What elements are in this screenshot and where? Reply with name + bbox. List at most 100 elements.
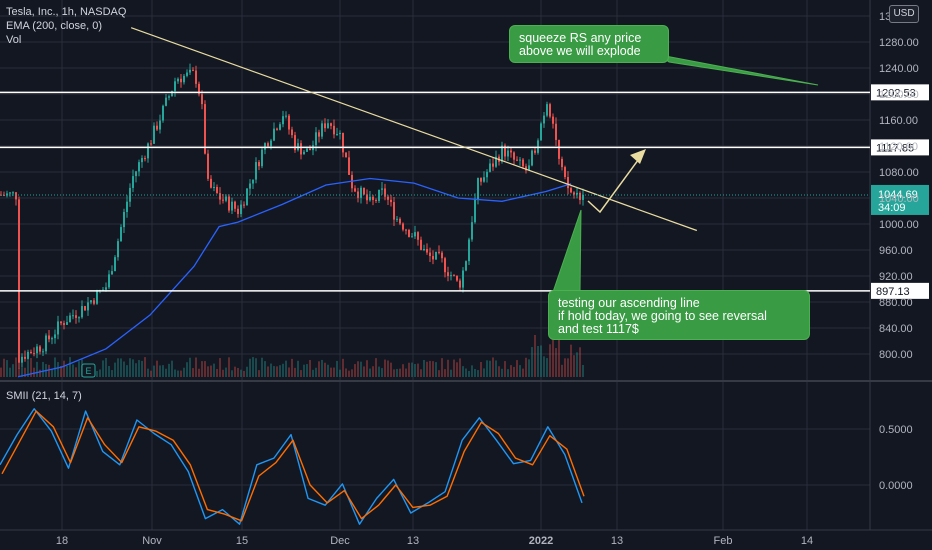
volume-bar bbox=[204, 361, 206, 377]
volume-bar bbox=[339, 369, 341, 377]
volume-bar bbox=[414, 363, 416, 377]
volume-bar bbox=[576, 352, 578, 377]
volume-bar bbox=[225, 367, 227, 377]
volume-bar bbox=[444, 369, 446, 377]
volume-bar bbox=[564, 358, 566, 377]
candle-body bbox=[489, 163, 491, 172]
volume-bar bbox=[573, 355, 575, 377]
level-label: 897.13 bbox=[876, 286, 910, 298]
volume-bar bbox=[273, 366, 275, 377]
candle-body bbox=[243, 204, 245, 206]
volume-bar bbox=[198, 368, 200, 377]
candle-body bbox=[141, 158, 143, 163]
volume-bar bbox=[408, 362, 410, 377]
volume-bar bbox=[510, 365, 512, 377]
volume-bar bbox=[489, 360, 491, 377]
ema-legend[interactable]: EMA (200, close, 0) bbox=[6, 20, 102, 32]
candle-body bbox=[225, 196, 227, 201]
candle-body bbox=[12, 192, 14, 194]
volume-bar bbox=[12, 364, 14, 377]
volume-bar bbox=[513, 366, 515, 377]
currency-button[interactable]: USD bbox=[889, 5, 919, 23]
volume-bar bbox=[477, 370, 479, 377]
volume-bar bbox=[165, 368, 167, 377]
callout-ascending-line[interactable]: testing our ascending line if hold today… bbox=[548, 290, 810, 340]
candle-body bbox=[447, 272, 449, 277]
candle-body bbox=[399, 218, 401, 224]
candle-body bbox=[381, 188, 383, 190]
volume-bar bbox=[375, 358, 377, 377]
callout-tail-top bbox=[659, 54, 819, 86]
ema-line bbox=[17, 177, 572, 378]
volume-bar bbox=[357, 361, 359, 377]
candle-body bbox=[345, 152, 347, 158]
volume-bar bbox=[234, 366, 236, 377]
price-tick-label: 960.00 bbox=[879, 245, 913, 257]
volume-bar bbox=[318, 361, 320, 377]
candle-body bbox=[51, 338, 53, 340]
volume-legend[interactable]: Vol bbox=[6, 34, 22, 46]
smi-tick-label: 0.0000 bbox=[879, 480, 913, 492]
volume-bar bbox=[216, 369, 218, 377]
volume-bar bbox=[33, 367, 35, 377]
candle-body bbox=[261, 149, 263, 167]
candle-body bbox=[426, 249, 428, 253]
volume-bar bbox=[348, 370, 350, 377]
candle-body bbox=[441, 252, 443, 259]
volume-bar bbox=[168, 363, 170, 377]
volume-bar bbox=[462, 366, 464, 377]
volume-bar bbox=[267, 366, 269, 377]
candle-body bbox=[192, 69, 194, 71]
volume-bar bbox=[21, 367, 23, 377]
volume-bar bbox=[123, 361, 125, 377]
earnings-marker bbox=[81, 363, 96, 378]
volume-bar bbox=[459, 358, 461, 377]
candle-body bbox=[366, 194, 368, 201]
candle-body bbox=[60, 321, 62, 324]
price-tick-label: 1040.00 bbox=[879, 193, 919, 205]
candle-body bbox=[582, 194, 584, 200]
candle-body bbox=[423, 249, 425, 251]
volume-bar bbox=[213, 363, 215, 377]
volume-bar bbox=[48, 364, 50, 377]
price-tick-label: 1280.00 bbox=[879, 37, 919, 49]
candle-body bbox=[153, 125, 155, 144]
volume-bar bbox=[327, 364, 329, 377]
up-arrow-path bbox=[587, 151, 645, 214]
volume-bar bbox=[54, 357, 56, 377]
volume-bar bbox=[345, 368, 347, 377]
volume-bar bbox=[534, 335, 536, 377]
volume-bar bbox=[495, 360, 497, 377]
volume-bar bbox=[426, 361, 428, 377]
volume-bar bbox=[27, 360, 29, 377]
volume-bar bbox=[393, 369, 395, 377]
smi-legend[interactable]: SMII (21, 14, 7) bbox=[6, 390, 82, 402]
candle-body bbox=[285, 115, 287, 117]
candle-body bbox=[234, 201, 236, 209]
volume-bar bbox=[69, 357, 71, 377]
candle-body bbox=[252, 179, 254, 184]
volume-bar bbox=[180, 370, 182, 377]
candle-body bbox=[63, 323, 65, 325]
volume-bar bbox=[522, 368, 524, 377]
volume-bar bbox=[543, 356, 545, 377]
candle-body bbox=[555, 123, 557, 140]
candle-body bbox=[270, 140, 272, 147]
volume-bar bbox=[390, 362, 392, 377]
candle-body bbox=[564, 167, 566, 177]
time-tick-label: Dec bbox=[330, 535, 350, 547]
volume-bar bbox=[162, 365, 164, 377]
volume-bar bbox=[399, 368, 401, 377]
volume-bar bbox=[498, 366, 500, 377]
symbol-legend[interactable]: Tesla, Inc., 1h, NASDAQ bbox=[6, 6, 127, 18]
volume-bar bbox=[528, 359, 530, 377]
candle-body bbox=[573, 192, 575, 195]
candle-body bbox=[84, 306, 86, 311]
candle-body bbox=[462, 270, 464, 288]
callout-squeeze[interactable]: squeeze RS any price above we will explo… bbox=[509, 25, 669, 63]
volume-bar bbox=[60, 365, 62, 377]
volume-bar bbox=[9, 367, 11, 377]
volume-bar bbox=[411, 362, 413, 377]
candles bbox=[0, 63, 584, 377]
